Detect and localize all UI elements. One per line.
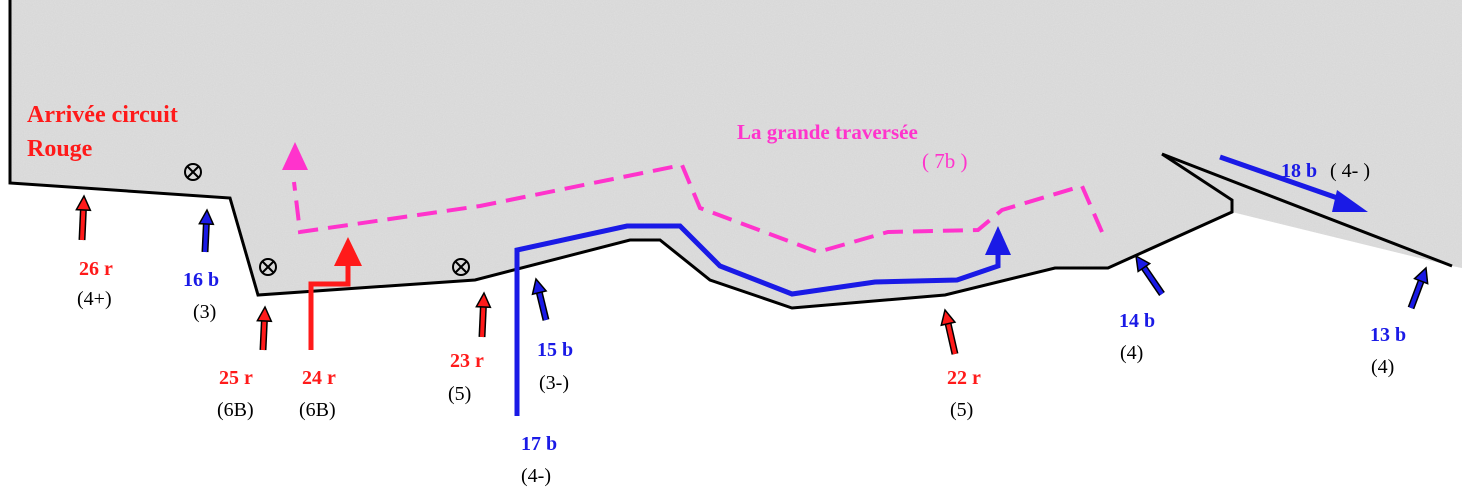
route-13b-start-arrow — [1407, 266, 1429, 310]
rock-outline-left — [8, 0, 1234, 310]
route-26r-start-arrow — [75, 194, 92, 241]
route-14b-name: 14 b — [1119, 310, 1155, 332]
route-15b-start-arrow — [531, 277, 550, 321]
route-18b-arrowhead — [1332, 190, 1368, 212]
route-16b-grade: (3) — [193, 301, 216, 323]
route-25r-start-arrow — [256, 305, 273, 351]
route-23r-grade: (5) — [448, 383, 471, 405]
route-15b-name: 15 b — [537, 339, 573, 361]
route-13b-grade: (4) — [1371, 356, 1394, 378]
rock-outline-right — [1161, 152, 1453, 268]
traverse-grade: ( 7b ) — [922, 149, 968, 173]
route-13b-name: 13 b — [1370, 324, 1406, 346]
route-18b-name: 18 b — [1281, 160, 1317, 182]
route-23r-start-arrow — [475, 291, 492, 338]
route-17b-grade: (4-) — [521, 465, 551, 487]
traverse-line — [292, 162, 1104, 255]
route-17b-arrowhead — [985, 226, 1011, 255]
route-23r-name: 23 r — [450, 350, 484, 372]
circuit-title-line2: Rouge — [27, 136, 93, 162]
route-22r-grade: (5) — [950, 399, 973, 421]
route-16b-name: 16 b — [183, 269, 219, 291]
bolt-icon — [259, 258, 277, 276]
route-17b-line — [514, 223, 1001, 416]
route-14b-grade: (4) — [1120, 342, 1143, 364]
route-22r-name: 22 r — [947, 367, 981, 389]
traverse-arrowhead — [282, 142, 308, 170]
route-24r-name: 24 r — [302, 367, 336, 389]
route-17b-name: 17 b — [521, 433, 557, 455]
route-16b-start-arrow — [198, 208, 215, 253]
route-26r-grade: (4+) — [77, 288, 112, 310]
traverse-name: La grande traversée — [737, 120, 918, 144]
rock-texture — [10, 0, 1462, 308]
route-26r-name: 26 r — [79, 258, 113, 280]
route-14b-start-arrow — [1135, 254, 1165, 296]
bolt-icon — [184, 163, 202, 181]
bolt-icon — [452, 258, 470, 276]
route-25r-grade: (6B) — [217, 399, 254, 421]
route-25r-name: 25 r — [219, 367, 253, 389]
route-24r-grade: (6B) — [299, 399, 336, 421]
route-18b-grade: ( 4- ) — [1330, 160, 1370, 182]
route-22r-start-arrow — [940, 308, 959, 355]
route-24r-line — [308, 262, 351, 350]
route-15b-grade: (3-) — [539, 372, 569, 394]
route-24r-arrowhead — [334, 237, 362, 266]
route-18b-line — [1219, 154, 1347, 204]
circuit-title-line1: Arrivée circuit — [27, 102, 178, 128]
